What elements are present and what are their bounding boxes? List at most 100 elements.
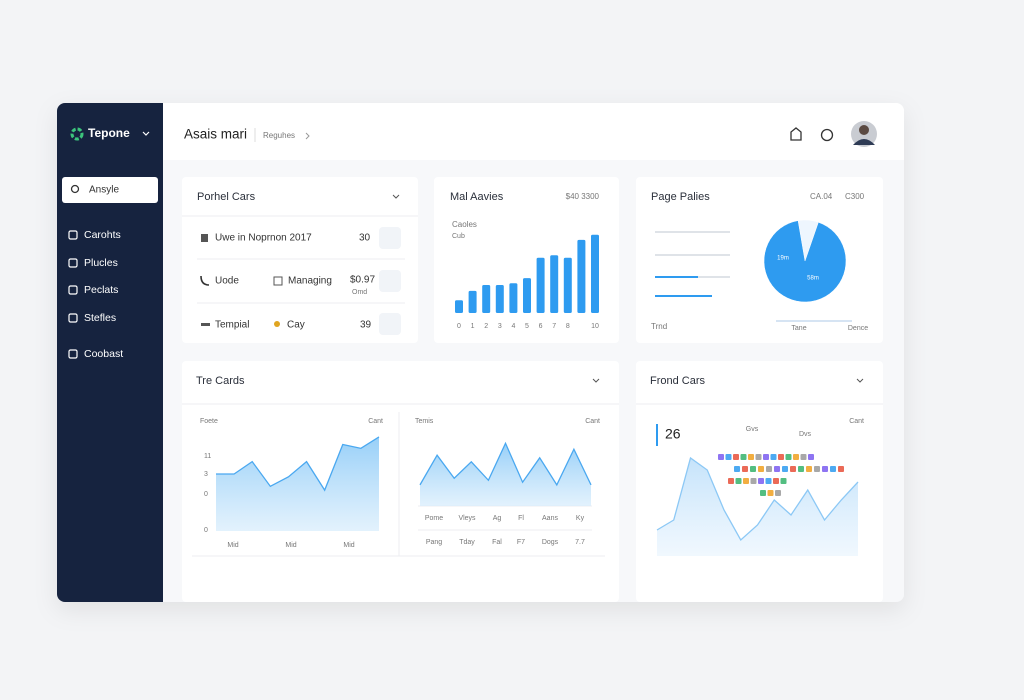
chevron[interactable] [392, 194, 400, 199]
nav-item[interactable]: Coobast [84, 348, 123, 360]
axis-label: 11 [204, 453, 211, 460]
row-icon [274, 321, 280, 327]
pie-slice [763, 220, 847, 303]
header [163, 103, 904, 160]
area-line [656, 456, 859, 542]
card [182, 361, 619, 602]
bar [591, 234, 599, 313]
row-text: Tempial [215, 320, 249, 331]
chart-label: Temis [415, 418, 434, 425]
card-title: Porhel Cars [197, 191, 256, 203]
table-cell: Pome [425, 515, 443, 522]
axis-labels: 11 3 0 0 Mid Mid Mid [204, 453, 355, 549]
nav-icon [68, 285, 78, 295]
x-label: Mid [285, 542, 296, 549]
x-tick-label: 7 [552, 323, 556, 330]
bar [550, 255, 559, 313]
chip [785, 454, 792, 460]
bar [536, 257, 545, 313]
chip [800, 454, 807, 460]
table-cell: Pang [426, 539, 442, 546]
table-cell: Aans [542, 515, 558, 522]
footer-label: Tane [791, 325, 806, 332]
nav-item[interactable]: Peclats [84, 284, 118, 296]
breadcrumb[interactable]: Reguhes [263, 131, 295, 140]
search[interactable]: Ansyle [62, 177, 158, 203]
action-button[interactable] [379, 227, 401, 249]
row-icon [201, 234, 208, 242]
chip [735, 478, 742, 484]
search-icon [70, 184, 80, 194]
chip [767, 490, 774, 496]
row-icon [273, 276, 283, 286]
phone-icon [200, 275, 210, 286]
nav-item[interactable]: Plucles [84, 257, 118, 269]
axis-label: 3 [204, 471, 208, 478]
chevron[interactable] [592, 378, 600, 383]
table-cell: Vleys [458, 515, 476, 522]
tag: Dvs [799, 431, 812, 438]
axis-label: 0 [204, 491, 208, 498]
x-tick-label: 3 [498, 323, 502, 330]
chip [806, 466, 812, 472]
chip [808, 454, 814, 460]
nav-item[interactable]: Carohts [84, 229, 121, 241]
chip [763, 454, 769, 460]
home-icon[interactable] [790, 127, 802, 141]
table-cell: Fl [518, 515, 524, 522]
row-text: Uode [215, 276, 239, 287]
chip [775, 490, 781, 496]
nav-icon [68, 258, 78, 268]
chart-meta: Cant [585, 418, 600, 425]
brand[interactable]: Tepone [70, 126, 150, 141]
chip [750, 478, 757, 484]
card-meta: C300 [845, 192, 865, 201]
chip [750, 466, 756, 472]
chip [838, 466, 844, 472]
bar [455, 300, 463, 313]
nav-item[interactable]: Stefles [84, 312, 116, 324]
chip [742, 466, 748, 472]
bar [523, 278, 531, 313]
nav-icon [68, 313, 78, 323]
row-value: 30 [359, 233, 371, 244]
chip [773, 478, 779, 484]
chart-label: Caoles [452, 220, 477, 229]
chip [718, 454, 724, 460]
card-meta: $40 3300 [566, 192, 600, 201]
chip [790, 466, 796, 472]
action-button[interactable] [379, 270, 401, 292]
table-cell: 7.7 [575, 539, 585, 546]
x-tick-label: 2 [484, 323, 488, 330]
chip [733, 454, 739, 460]
x-tick-label: 5 [525, 323, 529, 330]
brand-name: Tepone [88, 126, 130, 140]
area [216, 436, 379, 531]
x-label: Mid [343, 542, 354, 549]
row-text: Managing [288, 276, 332, 287]
row-icon [201, 323, 210, 326]
table-cell: Ag [493, 515, 502, 522]
bell-icon[interactable] [820, 128, 834, 142]
card-title: Page Palies [651, 191, 710, 203]
chip [740, 454, 747, 460]
chip [830, 466, 836, 472]
logo [70, 127, 84, 141]
chevron[interactable] [856, 378, 864, 383]
area-line [216, 436, 380, 492]
avatar-head [859, 125, 869, 135]
chevron [142, 131, 150, 136]
row-text: Cay [287, 320, 305, 331]
table-cell: Tday [459, 539, 475, 546]
chip [758, 466, 764, 472]
x-tick-label: 8 [566, 323, 570, 330]
table-cell: Ky [576, 515, 585, 522]
chip [765, 478, 772, 484]
chip [755, 454, 762, 460]
action-button[interactable] [379, 313, 401, 335]
chip [760, 490, 766, 496]
card-meta: CA.04 [810, 192, 833, 201]
row-text: Uwe in Noprnon 2017 [215, 233, 312, 244]
stat: 26 [665, 426, 681, 442]
